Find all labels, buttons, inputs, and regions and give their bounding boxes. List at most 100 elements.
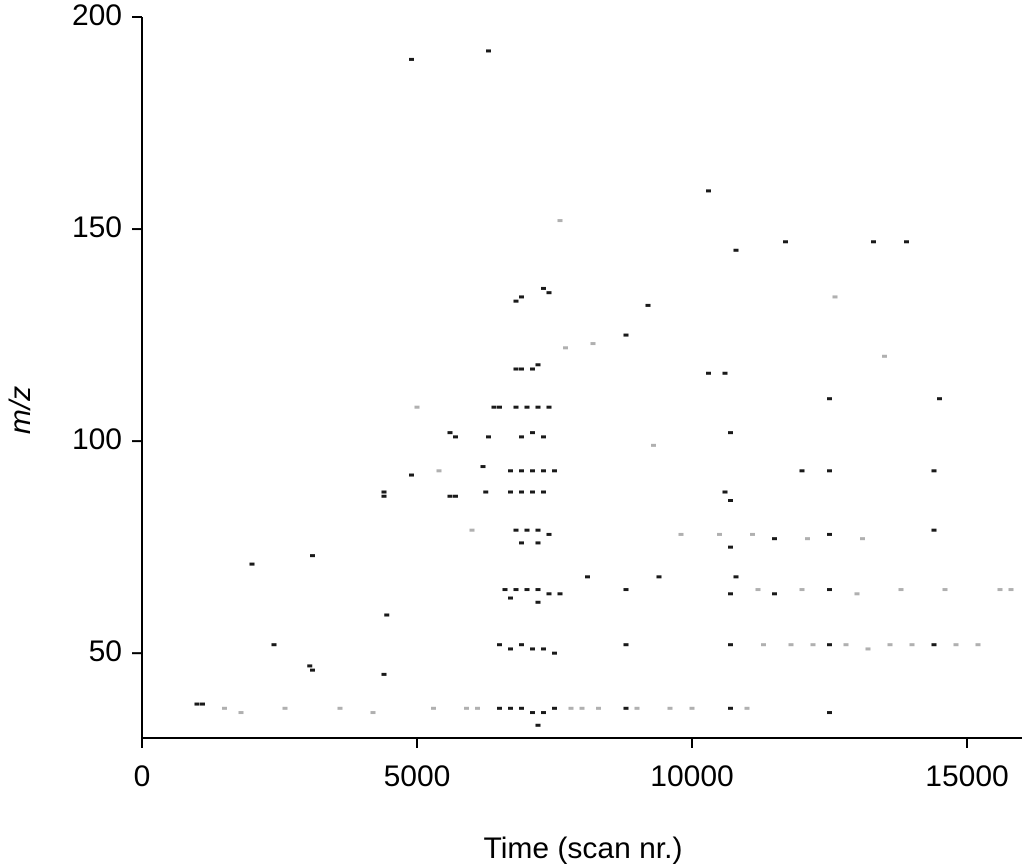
point xyxy=(827,397,832,401)
point xyxy=(810,643,816,647)
point xyxy=(717,532,722,536)
point xyxy=(843,643,849,647)
point xyxy=(585,575,590,579)
point xyxy=(623,588,629,592)
point xyxy=(530,367,535,371)
point xyxy=(728,545,733,549)
point xyxy=(706,371,711,375)
point xyxy=(541,286,546,290)
point xyxy=(728,498,733,502)
point xyxy=(546,405,552,409)
point xyxy=(381,494,387,498)
point xyxy=(656,575,662,579)
point xyxy=(431,706,436,710)
point xyxy=(799,588,805,592)
point xyxy=(953,643,959,647)
point xyxy=(827,469,832,473)
point xyxy=(535,405,541,409)
point xyxy=(447,494,453,498)
point xyxy=(827,532,832,536)
point xyxy=(552,469,557,473)
point xyxy=(854,592,860,596)
point xyxy=(384,613,390,617)
point xyxy=(497,405,502,409)
point xyxy=(519,469,524,473)
x-tick-label: 15000 xyxy=(925,760,1008,793)
x-tick-label: 0 xyxy=(134,760,151,793)
point xyxy=(728,592,733,596)
point xyxy=(530,469,535,473)
point xyxy=(381,490,387,494)
point xyxy=(464,706,469,710)
y-axis-title: m/z xyxy=(4,386,37,434)
x-tick-label: 10000 xyxy=(650,760,733,793)
point xyxy=(931,528,937,532)
point xyxy=(909,643,915,647)
point xyxy=(475,706,480,710)
point xyxy=(249,562,255,566)
point xyxy=(222,706,227,710)
point xyxy=(651,443,656,447)
point xyxy=(519,435,524,439)
point xyxy=(667,706,673,710)
point xyxy=(541,435,546,439)
point xyxy=(508,596,513,600)
point xyxy=(194,702,200,706)
point xyxy=(530,647,535,651)
point xyxy=(975,643,981,647)
point xyxy=(871,240,876,244)
point xyxy=(519,706,524,710)
y-tick-label: 50 xyxy=(89,635,122,668)
point xyxy=(722,371,728,375)
point xyxy=(519,643,524,647)
point xyxy=(530,711,535,715)
point xyxy=(535,600,541,604)
point xyxy=(590,342,596,346)
point xyxy=(733,248,739,252)
point xyxy=(307,664,313,668)
point xyxy=(546,532,552,536)
point xyxy=(541,490,546,494)
point xyxy=(805,537,810,541)
point xyxy=(728,643,733,647)
point xyxy=(535,541,541,545)
point xyxy=(706,189,711,193)
point xyxy=(942,588,948,592)
point xyxy=(453,435,458,439)
point xyxy=(623,706,629,710)
point xyxy=(535,528,541,532)
point xyxy=(497,706,502,710)
point xyxy=(568,706,574,710)
point xyxy=(447,431,453,435)
point xyxy=(530,431,535,435)
point xyxy=(535,723,541,727)
point xyxy=(535,363,541,367)
point xyxy=(788,643,794,647)
y-tick-label: 100 xyxy=(72,423,122,456)
point xyxy=(755,588,761,592)
point xyxy=(887,643,893,647)
point xyxy=(508,706,513,710)
point xyxy=(744,706,750,710)
point xyxy=(832,295,838,299)
point xyxy=(761,643,766,647)
point xyxy=(453,494,458,498)
point xyxy=(508,490,513,494)
point xyxy=(480,465,486,469)
point xyxy=(546,291,552,295)
point xyxy=(508,647,513,651)
point xyxy=(546,592,552,596)
y-tick-label: 150 xyxy=(72,211,122,244)
point xyxy=(271,643,277,647)
point xyxy=(931,643,937,647)
point xyxy=(436,469,442,473)
point xyxy=(513,299,519,303)
point xyxy=(409,473,414,477)
point xyxy=(827,588,832,592)
point xyxy=(678,532,684,536)
point xyxy=(486,49,491,53)
point xyxy=(541,711,546,715)
point xyxy=(502,588,508,592)
point xyxy=(497,643,502,647)
